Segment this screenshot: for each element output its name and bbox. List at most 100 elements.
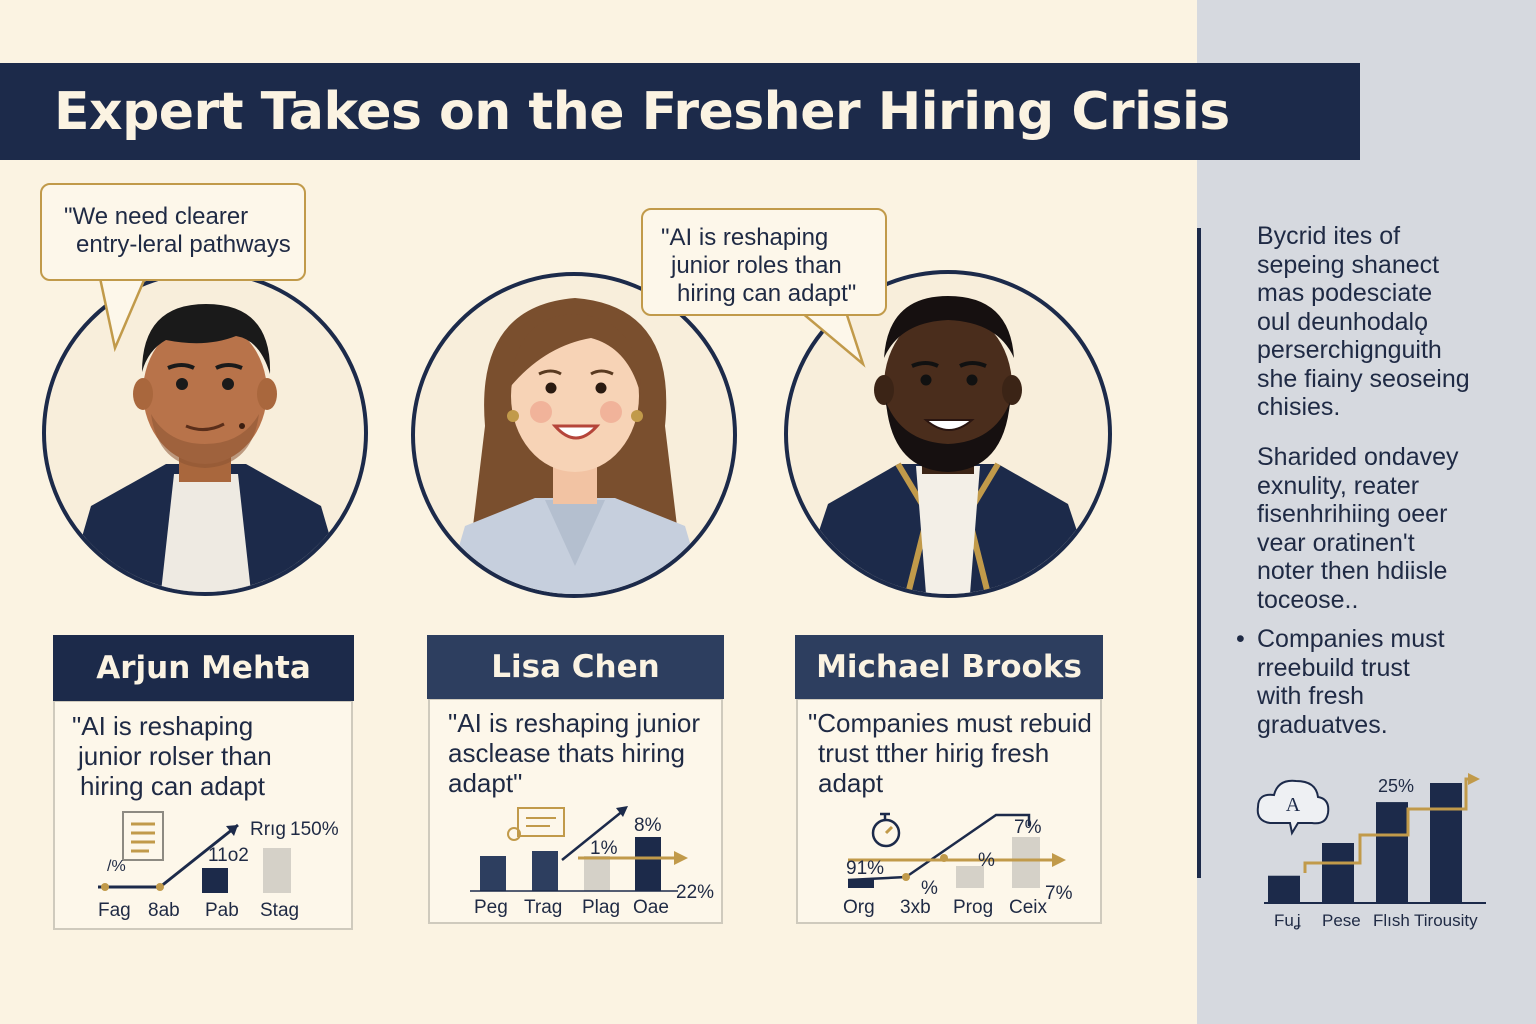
- speech-bubble-line: junior roles than: [671, 252, 842, 279]
- trend-arrow-line: [159, 823, 239, 889]
- chart-bar: [1012, 837, 1040, 888]
- cloud-icon: [1256, 779, 1330, 836]
- document-icon: [122, 811, 164, 861]
- trend-point: [101, 883, 109, 891]
- trend-line: [905, 813, 1031, 879]
- trend-line: [847, 875, 907, 882]
- chart-annotation: %: [978, 850, 995, 871]
- quote-line: asclease thats hiring: [448, 738, 686, 768]
- sidebar-line: toceose..: [1257, 585, 1359, 614]
- sidebar-bar-chart: A: [1256, 773, 1486, 904]
- expert-card-michael-brooks: [796, 698, 1102, 924]
- chart-annotation: 11o2: [208, 845, 249, 866]
- arrow-head-icon: [1052, 853, 1066, 867]
- sidebar-chart-bar: [1322, 843, 1354, 903]
- chart-bar: [848, 879, 874, 888]
- chart-annotation: %: [921, 878, 938, 899]
- expert-card-lisa-chen: [428, 698, 723, 924]
- growth-step-line: [1303, 777, 1472, 873]
- sidebar-chart-label: Fuʝ: [1274, 911, 1301, 930]
- trend-arrow-line: [561, 809, 625, 861]
- sidebar-paragraph-1: Bycrid ites of sepeing shanect mas podes…: [1257, 222, 1470, 422]
- title-banner: Expert Takes on the Fresher Hiring Crisi…: [0, 63, 1360, 160]
- expert-quote-michael-brooks: "Companies must rebuid trust tther hirig…: [808, 708, 1092, 798]
- sidebar-chart-annotation: 25%: [1378, 776, 1415, 796]
- expert-name-lisa-chen: Lisa Chen: [427, 635, 724, 699]
- sidebar-chart-bar: [1268, 875, 1300, 903]
- sidebar-line: she fiainy seoseing: [1257, 364, 1470, 393]
- sidebar-bullet: Companies must rreebuild trust with fres…: [1257, 625, 1445, 739]
- page-title: Expert Takes on the Fresher Hiring Crisi…: [54, 81, 1230, 142]
- speech-bubble-left: "We need clearer entry-leral pathways: [40, 183, 306, 281]
- sidebar-line: sepeing shanect: [1257, 250, 1440, 279]
- chart-label: 8ab: [148, 900, 180, 921]
- sidebar-line: perserchignguith: [1257, 336, 1442, 364]
- stopwatch-icon: [871, 812, 901, 848]
- chart-annotation: /%: [107, 858, 126, 875]
- arrow-head-icon: [1468, 773, 1480, 785]
- chart-annotation: 8%: [634, 815, 662, 836]
- trend-point: [940, 854, 948, 862]
- sidebar-line: Sharided ondavey: [1257, 443, 1459, 471]
- sidebar-line: Bycrid ites of: [1257, 222, 1401, 250]
- chart-annotation: 22%: [676, 882, 715, 903]
- quote-line: junior rolser than: [78, 741, 272, 771]
- quote-line: "AI is reshaping junior: [448, 708, 701, 738]
- arrow-head-icon: [226, 825, 238, 836]
- expert-quote-arjun-mehta: "AI is reshaping junior rolser than hiri…: [72, 711, 272, 801]
- speech-bubble-center: "AI is reshaping junior roles than hirin…: [641, 208, 887, 316]
- chart-annotation: 7%: [1014, 817, 1042, 838]
- chart-annotation: 150%: [290, 819, 339, 840]
- speech-bubble-line: entry-leral pathways: [76, 231, 291, 258]
- sidebar-line: mas podesciate: [1257, 279, 1433, 307]
- chart-label: 3xb: [900, 897, 931, 918]
- avatar-arjun-mehta: [42, 270, 368, 596]
- message-card-icon: [507, 807, 565, 841]
- trend-point: [902, 873, 910, 881]
- quote-line: adapt": [448, 768, 523, 798]
- expert-name-arjun-mehta: Arjun Mehta: [53, 635, 354, 701]
- right-sidebar-panel: [1197, 0, 1536, 1024]
- chart-bar: [202, 868, 228, 893]
- quote-line: "Companies must rebuid: [808, 708, 1092, 738]
- chart-bar: [480, 856, 506, 891]
- chart-bar: [635, 837, 661, 891]
- chart-label: Peg: [474, 897, 508, 918]
- arrow-head-icon: [616, 806, 628, 817]
- quote-line: "AI is reshaping: [72, 711, 254, 741]
- sidebar-chart-bar: [1430, 783, 1462, 903]
- speech-bubble-line: hiring can adapt": [677, 280, 857, 307]
- avatar-lisa-chen: [411, 272, 737, 598]
- chart-label: Oae: [633, 897, 669, 918]
- chart-label: Pab: [205, 900, 239, 921]
- mini-chart-michael-brooks: [847, 812, 1066, 888]
- arrow-head-icon: [674, 851, 688, 865]
- chart-label: Plag: [582, 897, 621, 918]
- sidebar-chart-bar: [1376, 802, 1408, 903]
- sidebar-line: oul deunhodalǫ: [1257, 307, 1428, 336]
- sidebar-line: Companies must: [1257, 625, 1445, 653]
- chart-label: Stag: [260, 900, 300, 921]
- sidebar-line: with fresh: [1257, 682, 1364, 710]
- quote-line: hiring can adapt: [80, 771, 266, 801]
- chart-annotation: 91%: [846, 858, 885, 879]
- chart-annotation: 1%: [590, 838, 618, 859]
- quote-line: adapt: [818, 768, 884, 798]
- chart-annotation: 7%: [1045, 883, 1073, 904]
- chart-bar: [956, 866, 984, 888]
- sidebar-line: noter then hdiisle: [1257, 557, 1448, 585]
- sidebar-bullet-mark: •: [1236, 625, 1245, 653]
- chart-bar: [263, 848, 291, 893]
- trend-point: [156, 883, 164, 891]
- sidebar-line: chisies.: [1257, 393, 1341, 421]
- expert-name-michael-brooks: Michael Brooks: [795, 635, 1103, 699]
- sidebar-paragraph-2: Sharided ondavey exnulity, reater fisenh…: [1257, 443, 1459, 614]
- quote-line: trust tther hirig fresh: [818, 738, 1050, 768]
- sidebar-chart-label: Tirousity: [1414, 911, 1478, 930]
- sidebar-line: rreebuild trust: [1257, 653, 1410, 682]
- sidebar-chart-label: Flısh: [1373, 911, 1410, 930]
- speech-bubble-line: "AI is reshaping: [661, 224, 829, 251]
- mini-chart-lisa-chen: [470, 806, 688, 892]
- chart-label: Fag: [98, 900, 131, 921]
- sidebar-divider: [1197, 228, 1201, 878]
